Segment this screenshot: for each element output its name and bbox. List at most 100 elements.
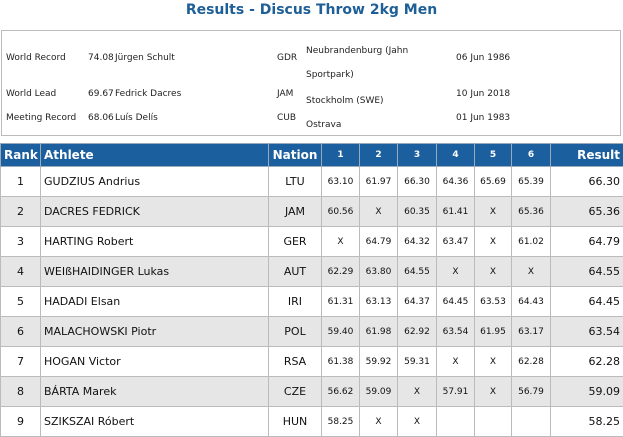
attempt: 61.41 bbox=[437, 197, 475, 227]
attempt: 56.62 bbox=[322, 377, 360, 407]
athlete: HOGAN Victor bbox=[41, 347, 269, 377]
result: 62.28 bbox=[551, 347, 623, 377]
rank: 2 bbox=[1, 197, 41, 227]
attempt: X bbox=[475, 347, 512, 377]
attempt: 61.31 bbox=[322, 287, 360, 317]
attempt: X bbox=[475, 257, 512, 287]
attempt: 62.92 bbox=[398, 317, 437, 347]
attempt: 64.36 bbox=[437, 167, 475, 197]
nation: HUN bbox=[269, 407, 322, 437]
result: 64.55 bbox=[551, 257, 623, 287]
attempt: 63.80 bbox=[360, 257, 398, 287]
rank: 1 bbox=[1, 167, 41, 197]
attempt: 64.45 bbox=[437, 287, 475, 317]
record-venue: Ostrava bbox=[306, 113, 416, 137]
nation: POL bbox=[269, 317, 322, 347]
record-country: GDR bbox=[277, 53, 297, 63]
attempt: 65.39 bbox=[512, 167, 551, 197]
column-header: 5 bbox=[475, 144, 512, 167]
attempt: 63.53 bbox=[475, 287, 512, 317]
record-venue: Neubrandenburg (Jahn Sportpark) bbox=[306, 39, 416, 87]
attempt: 65.69 bbox=[475, 167, 512, 197]
column-header: Nation bbox=[269, 144, 322, 167]
attempt: 63.13 bbox=[360, 287, 398, 317]
column-header: 3 bbox=[398, 144, 437, 167]
attempt: 62.28 bbox=[512, 347, 551, 377]
result: 59.09 bbox=[551, 377, 623, 407]
athlete: HADADI Elsan bbox=[41, 287, 269, 317]
page-title: Results - Discus Throw 2kg Men bbox=[0, 2, 623, 18]
record-mark: 69.67 bbox=[88, 89, 114, 99]
attempt: 59.92 bbox=[360, 347, 398, 377]
column-header: 4 bbox=[437, 144, 475, 167]
athlete: SZIKSZAI Róbert bbox=[41, 407, 269, 437]
athlete: DACRES FEDRICK bbox=[41, 197, 269, 227]
athlete: WEIßHAIDINGER Lukas bbox=[41, 257, 269, 287]
nation: RSA bbox=[269, 347, 322, 377]
attempt: X bbox=[475, 377, 512, 407]
rank: 7 bbox=[1, 347, 41, 377]
record-country: CUB bbox=[277, 113, 296, 123]
result: 63.54 bbox=[551, 317, 623, 347]
attempt: 64.55 bbox=[398, 257, 437, 287]
rank: 3 bbox=[1, 227, 41, 257]
attempt: X bbox=[475, 227, 512, 257]
record-label: World Lead bbox=[6, 89, 56, 99]
column-header: Athlete bbox=[41, 144, 269, 167]
attempt bbox=[512, 407, 551, 437]
record-athlete: Fedrick Dacres bbox=[115, 89, 181, 99]
nation: IRI bbox=[269, 287, 322, 317]
nation: GER bbox=[269, 227, 322, 257]
column-header: Result bbox=[551, 144, 623, 167]
column-header: 2 bbox=[360, 144, 398, 167]
rank: 9 bbox=[1, 407, 41, 437]
result: 64.79 bbox=[551, 227, 623, 257]
nation: AUT bbox=[269, 257, 322, 287]
rank: 8 bbox=[1, 377, 41, 407]
column-header: 1 bbox=[322, 144, 360, 167]
nation: JAM bbox=[269, 197, 322, 227]
attempt: 57.91 bbox=[437, 377, 475, 407]
attempt: X bbox=[360, 407, 398, 437]
attempt: 60.35 bbox=[398, 197, 437, 227]
attempt: 65.36 bbox=[512, 197, 551, 227]
nation: LTU bbox=[269, 167, 322, 197]
rank: 4 bbox=[1, 257, 41, 287]
attempt: 58.25 bbox=[322, 407, 360, 437]
result: 64.45 bbox=[551, 287, 623, 317]
attempt: X bbox=[360, 197, 398, 227]
record-mark: 74.08 bbox=[88, 53, 114, 63]
athlete: MALACHOWSKI Piotr bbox=[41, 317, 269, 347]
nation: CZE bbox=[269, 377, 322, 407]
attempt: X bbox=[398, 377, 437, 407]
attempt: 61.98 bbox=[360, 317, 398, 347]
result: 66.30 bbox=[551, 167, 623, 197]
attempt: 61.97 bbox=[360, 167, 398, 197]
result: 65.36 bbox=[551, 197, 623, 227]
rank: 5 bbox=[1, 287, 41, 317]
athlete: HARTING Robert bbox=[41, 227, 269, 257]
attempt: 60.56 bbox=[322, 197, 360, 227]
record-venue: Stockholm (SWE) bbox=[306, 89, 416, 113]
attempt: 66.30 bbox=[398, 167, 437, 197]
record-athlete: Jürgen Schult bbox=[115, 53, 175, 63]
record-athlete: Luís Delís bbox=[115, 113, 158, 123]
attempt: X bbox=[398, 407, 437, 437]
record-label: Meeting Record bbox=[6, 113, 76, 123]
record-date: 01 Jun 1983 bbox=[456, 113, 510, 123]
attempt: 59.09 bbox=[360, 377, 398, 407]
attempt: 64.37 bbox=[398, 287, 437, 317]
record-country: JAM bbox=[277, 89, 293, 99]
attempt: 63.10 bbox=[322, 167, 360, 197]
attempt: 64.32 bbox=[398, 227, 437, 257]
attempt: 59.31 bbox=[398, 347, 437, 377]
result: 58.25 bbox=[551, 407, 623, 437]
record-date: 06 Jun 1986 bbox=[456, 53, 510, 63]
